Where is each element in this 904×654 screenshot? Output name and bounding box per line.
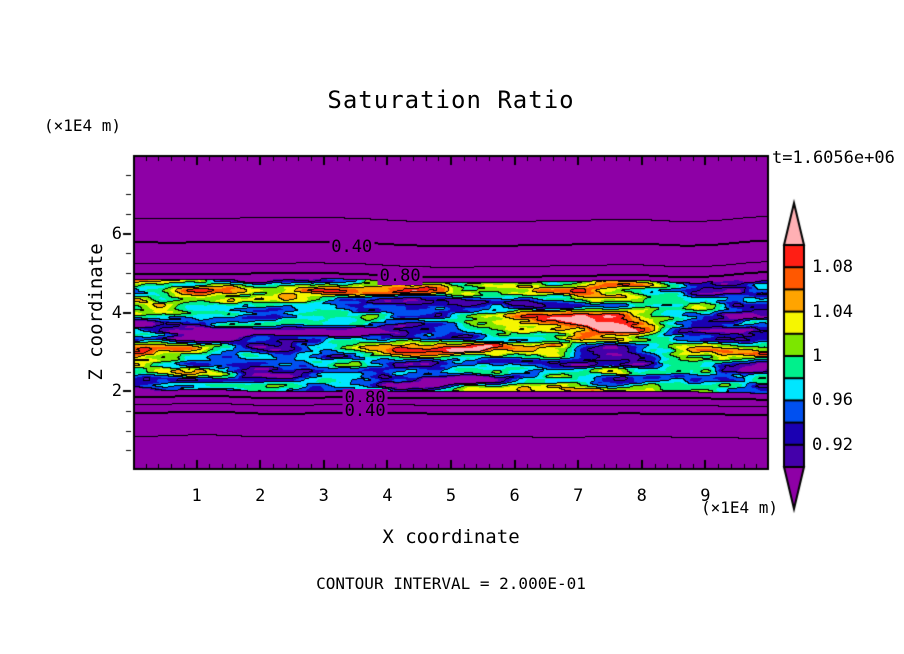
y-axis-unit-label: (×1E4 m) <box>44 116 122 135</box>
colorbar-tick-label: 0.96 <box>812 390 853 411</box>
y-tick-label: 2 <box>111 381 122 402</box>
x-axis-unit-label: (×1E4 m) <box>700 498 778 517</box>
x-axis-title: X coordinate <box>382 526 520 548</box>
x-tick-label: 6 <box>509 486 520 506</box>
x-tick-label: 3 <box>318 486 329 506</box>
x-tick-label: 7 <box>573 486 584 506</box>
y-tick-label: 6 <box>111 223 122 244</box>
x-tick-label: 9 <box>700 486 711 506</box>
x-tick-label: 1 <box>191 486 202 506</box>
colorbar-tick-label: 0.92 <box>812 434 853 455</box>
y-tick-label: 4 <box>111 302 122 323</box>
page-title: Saturation Ratio <box>327 86 575 114</box>
contour-inline-label: 0.40 <box>329 237 375 258</box>
x-tick-label: 4 <box>382 486 393 506</box>
time-label: t=1.6056e+06 <box>772 148 895 168</box>
contour-inline-label: 0.40 <box>342 400 388 421</box>
x-tick-label: 2 <box>255 486 266 506</box>
colorbar-tick-label: 1 <box>812 346 823 366</box>
colorbar-tick-label: 1.08 <box>812 257 853 278</box>
x-tick-label: 5 <box>445 486 457 506</box>
contour-inline-label: 0.80 <box>377 266 423 287</box>
colorbar-tick-label: 1.04 <box>812 301 853 322</box>
contour-interval-note: CONTOUR INTERVAL = 2.000E-01 <box>316 574 586 593</box>
x-tick-label: 8 <box>636 486 647 506</box>
